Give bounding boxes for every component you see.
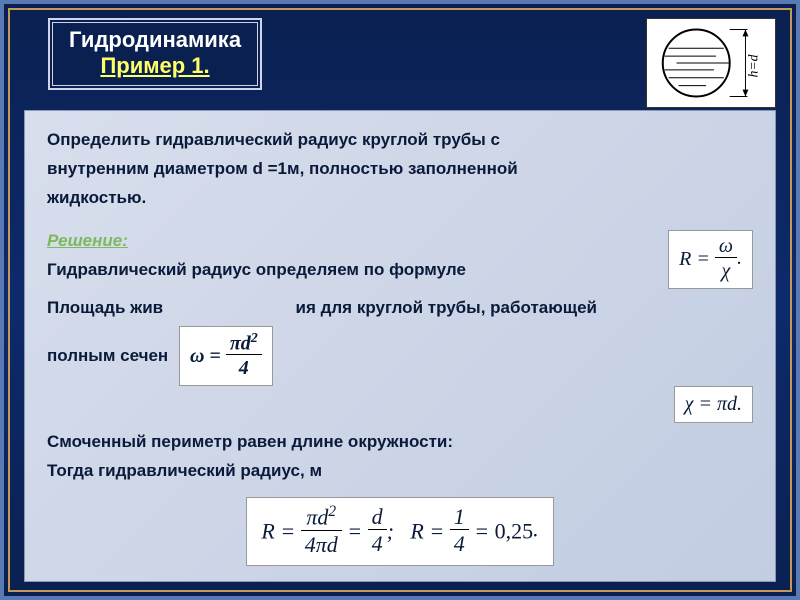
step4: Тогда гидравлический радиус, м bbox=[47, 460, 753, 483]
solution-row: R = ω χ . Решение: Гидравлический радиус… bbox=[47, 230, 753, 282]
den-4: 4 bbox=[226, 355, 262, 381]
fin-num1: πd bbox=[306, 505, 328, 530]
pipe-diagram-svg: h=d bbox=[647, 18, 775, 108]
num-pid: πd bbox=[230, 332, 251, 354]
solution-label: Решение: bbox=[47, 231, 128, 250]
final-formula-row: R = πd2 4πd = d 4 ; R = 1 4 = 0,25. bbox=[47, 497, 753, 566]
formula-chi: χ = πd. bbox=[674, 386, 753, 423]
formula-final: R = πd2 4πd = d 4 ; R = 1 4 = 0,25. bbox=[246, 497, 553, 566]
sym-chi: χ bbox=[715, 258, 737, 284]
fin-semi: ; bbox=[387, 519, 394, 544]
fin-num2: d bbox=[368, 505, 387, 530]
sym-eq2: = bbox=[209, 345, 220, 367]
problem-line2: внутренним диаметром d =1м, полностью за… bbox=[47, 158, 753, 181]
title-line1: Гидродинамика bbox=[69, 27, 241, 53]
diagram-label: h=d bbox=[745, 54, 760, 77]
fin-num3: 1 bbox=[450, 505, 469, 530]
fin-sup1: 2 bbox=[328, 503, 336, 520]
fin-den3: 4 bbox=[450, 530, 469, 559]
sym-dot2: . bbox=[737, 393, 742, 415]
step2-row: Площадь жив _____________ ия для круглой… bbox=[47, 297, 753, 387]
fin-eq4: = bbox=[474, 519, 489, 544]
fin-eq2: = bbox=[347, 519, 362, 544]
sym-omega: ω bbox=[715, 235, 737, 258]
fin-eq1: = bbox=[280, 519, 295, 544]
title-inner: Гидродинамика Пример 1. bbox=[52, 22, 258, 86]
sym-eq: = bbox=[696, 248, 710, 270]
step2b: ия для круглой трубы, работающей bbox=[296, 298, 598, 317]
step1: Гидравлический радиус определяем по форм… bbox=[47, 259, 753, 282]
sup-2: 2 bbox=[251, 331, 258, 346]
problem-line1: Определить гидравлический радиус круглой… bbox=[47, 129, 753, 152]
sym-omega2: ω bbox=[190, 345, 204, 367]
problem-line3: жидкостью. bbox=[47, 187, 753, 210]
fin-dot: . bbox=[533, 517, 539, 542]
sym-chi2: χ bbox=[685, 393, 694, 415]
sym-R: R bbox=[679, 248, 691, 270]
fin-R2: R bbox=[410, 519, 423, 544]
sym-pid: πd bbox=[717, 393, 737, 415]
step2a: Площадь жив bbox=[47, 298, 163, 317]
sym-dot: . bbox=[737, 247, 742, 269]
formula-omega: ω = πd2 4 bbox=[179, 326, 273, 387]
formula-R-def: R = ω χ . bbox=[668, 230, 753, 289]
step2c: полным сечен bbox=[47, 346, 168, 365]
step3: Смоченный периметр равен длине окружност… bbox=[47, 431, 753, 454]
sym-eq3: = bbox=[698, 393, 712, 415]
fin-den1: 4πd bbox=[301, 531, 342, 560]
fin-den2: 4 bbox=[368, 530, 387, 559]
fin-result: 0,25 bbox=[495, 519, 534, 544]
fin-R1: R bbox=[261, 519, 274, 544]
title-line2: Пример 1. bbox=[69, 53, 241, 79]
title-box: Гидродинамика Пример 1. bbox=[48, 18, 262, 90]
content-panel: Определить гидравлический радиус круглой… bbox=[24, 110, 776, 582]
pipe-diagram: h=d bbox=[646, 18, 776, 108]
fin-eq3: = bbox=[429, 519, 444, 544]
